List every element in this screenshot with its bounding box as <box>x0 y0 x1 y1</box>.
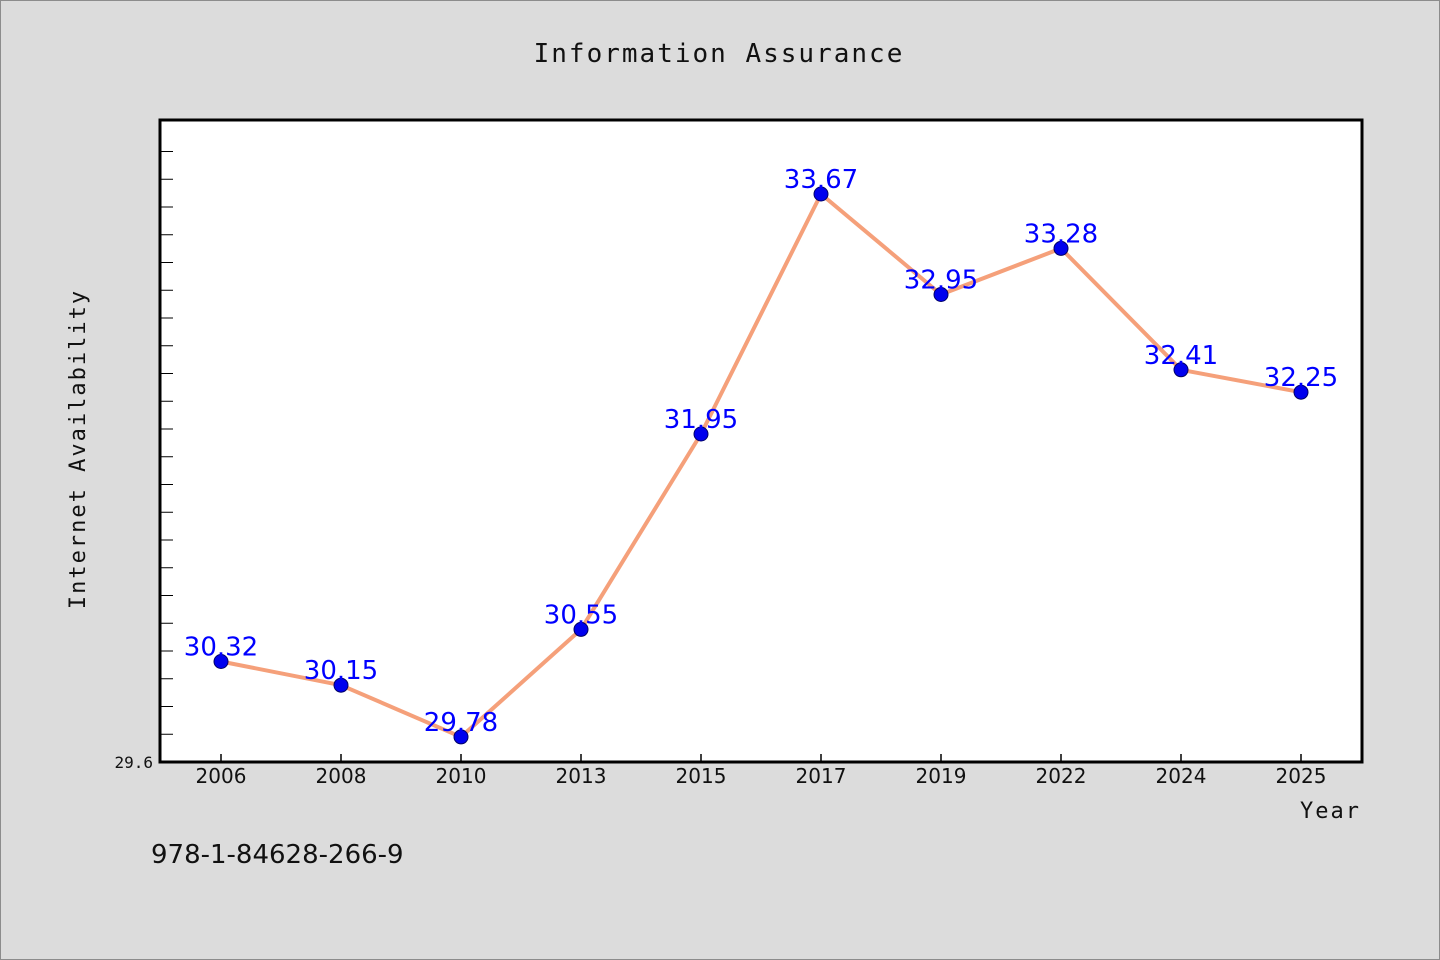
data-label: 33.28 <box>1024 219 1098 249</box>
x-tick-label: 2010 <box>436 764 487 788</box>
x-tick-label: 2017 <box>796 764 847 788</box>
x-tick-label: 2008 <box>316 764 367 788</box>
x-tick-label: 2022 <box>1036 764 1087 788</box>
y-tick-label: 29.6 <box>114 753 153 772</box>
x-tick-label: 2013 <box>556 764 607 788</box>
data-label: 32.95 <box>904 266 978 296</box>
series-line <box>219 192 1303 739</box>
data-label: 29.78 <box>424 708 498 738</box>
data-label: 32.41 <box>1144 341 1218 371</box>
x-tick-label: 2006 <box>196 764 247 788</box>
y-axis-ticks: 29.6 <box>114 151 173 772</box>
x-tick-label: 2019 <box>916 764 967 788</box>
x-tick-label: 2025 <box>1276 764 1327 788</box>
y-axis-label: Internet Availability <box>66 289 91 609</box>
x-axis-ticks: 2006 2008 2010 2013 2015 2017 2019 2022 2024 2025 <box>196 754 1327 788</box>
data-label-layer: 30.32 30.15 29.78 30.55 31.95 33.67 32.95 33.28… <box>184 165 1338 738</box>
data-point <box>573 621 589 637</box>
data-point <box>813 186 829 202</box>
chart-title: Information Assurance <box>534 39 905 69</box>
x-axis-label: Year <box>1300 799 1361 824</box>
x-tick-label: 2015 <box>676 764 727 788</box>
data-label: 30.32 <box>184 633 258 663</box>
data-label: 30.15 <box>304 656 378 686</box>
data-point <box>1293 384 1309 400</box>
series-layer <box>213 186 1309 745</box>
data-label: 32.25 <box>1264 363 1338 393</box>
data-label: 33.67 <box>784 165 858 195</box>
data-label: 30.55 <box>544 600 618 630</box>
plot-area <box>158 118 1364 764</box>
data-point <box>1053 240 1069 256</box>
data-point <box>333 677 349 693</box>
data-label: 31.95 <box>664 405 738 435</box>
data-point <box>213 654 229 669</box>
data-point <box>933 287 949 302</box>
footer-code: 978-1-84628-266-9 <box>151 840 404 870</box>
data-point <box>1173 362 1189 378</box>
data-point <box>453 729 469 745</box>
x-tick-label: 2024 <box>1156 764 1207 788</box>
data-point <box>693 426 709 442</box>
